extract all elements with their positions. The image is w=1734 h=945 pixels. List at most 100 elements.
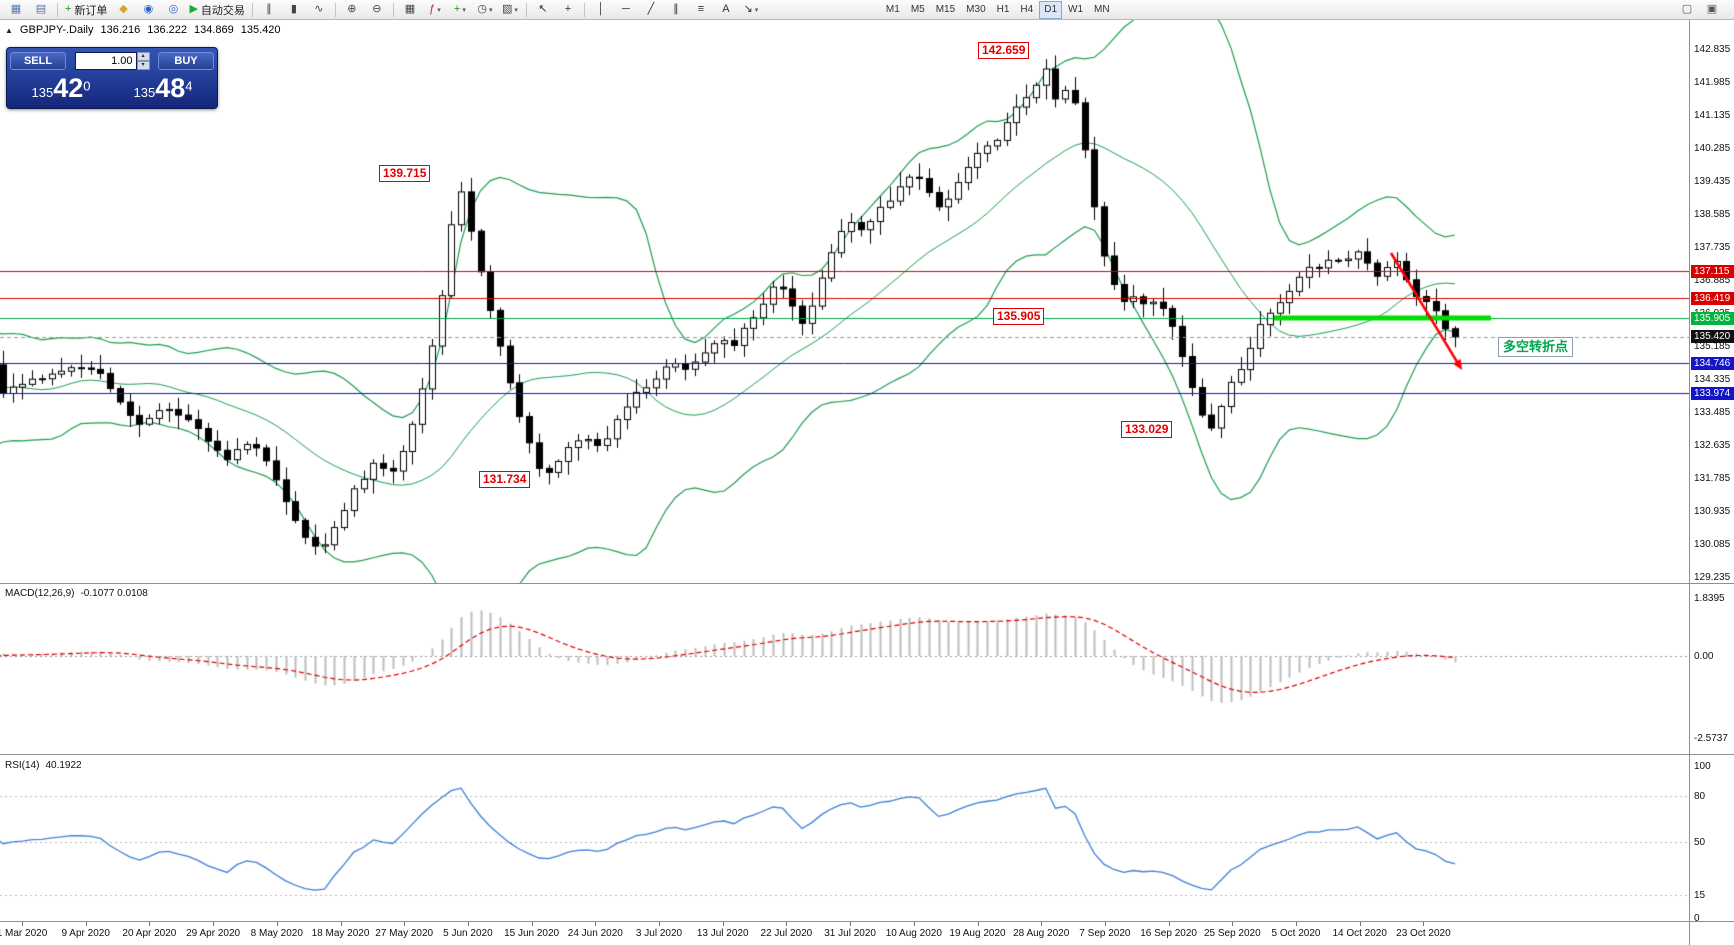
time-scale-label: 5 Jun 2020 (443, 928, 493, 939)
timeframe-h4[interactable]: H4 (1020, 4, 1034, 15)
sell-price-point: 0 (83, 78, 91, 94)
timeframe-m15[interactable]: M15 (935, 4, 956, 15)
pane-splitter-main-macd[interactable] (0, 583, 1734, 584)
toolbar-right: ▢ ▣ (1675, 0, 1724, 19)
time-axis-tick (659, 922, 660, 926)
strategy-tester-icon[interactable]: ◎ (161, 0, 185, 19)
dropdown-arrow-icon: ▾ (754, 6, 759, 14)
vertical-line-icon[interactable]: │ (589, 0, 613, 19)
rsi-pane-canvas[interactable] (0, 755, 1689, 921)
templates-icon: ▧ (501, 3, 513, 15)
timeframe-mn[interactable]: MN (1094, 4, 1110, 15)
price-scale-label: 138.585 (1694, 209, 1731, 220)
fibonacci-icon[interactable]: ≡ (689, 0, 713, 19)
trendline-icon[interactable]: ╱ (639, 0, 663, 19)
timeframe-h1[interactable]: H1 (996, 4, 1010, 15)
metaeditor-icon[interactable]: ◆ (111, 0, 135, 19)
one-click-collapse-icon[interactable]: ▲ (5, 25, 13, 35)
price-chart-canvas[interactable] (0, 20, 1689, 583)
bar-chart-icon[interactable]: ∥ (257, 0, 281, 19)
rsi-label: RSI(14) 40.1922 (5, 760, 82, 771)
time-scale-label: 23 Oct 2020 (1396, 928, 1451, 939)
time-scale-label: 16 Sep 2020 (1140, 928, 1197, 939)
new-chart-icon[interactable]: ▦ (4, 0, 28, 19)
time-axis-tick (404, 922, 406, 926)
candlestick-chart-icon[interactable]: ▮ (282, 0, 306, 19)
pane-splitter-macd-rsi[interactable] (0, 754, 1734, 755)
timeframe-w1[interactable]: W1 (1068, 4, 1084, 15)
price-tag: 135.420 (1691, 330, 1734, 344)
lot-decrease-button[interactable]: ▾ (136, 61, 150, 70)
sell-button[interactable]: SELL (10, 52, 66, 70)
vertical-line-icon: │ (597, 3, 605, 15)
indicators-icon: ƒ (429, 3, 436, 15)
lot-size-input[interactable] (74, 52, 137, 70)
sell-price[interactable]: 135420 (10, 73, 112, 104)
bar-high-value: 136.222 (147, 24, 188, 36)
price-callout-label[interactable]: 131.734 (479, 471, 531, 488)
turning-point-label[interactable]: 多空转折点 (1498, 337, 1574, 357)
macd-scale-label: -2.5737 (1694, 732, 1728, 744)
time-scale-label: 20 Apr 2020 (122, 928, 177, 939)
time-axis-tick (1296, 922, 1297, 926)
sell-price-prefix: 135 (31, 84, 54, 100)
time-axis-tick (1104, 922, 1106, 926)
price-callout-label[interactable]: 135.905 (993, 308, 1045, 325)
time-scale-label: 31 Jul 2020 (824, 928, 876, 939)
toolbar-separator (525, 2, 527, 17)
price-scale-label: 132.635 (1694, 440, 1731, 451)
price-callout-label[interactable]: 133.029 (1121, 421, 1173, 438)
buy-button[interactable]: BUY (158, 52, 214, 70)
time-scale-label: 25 Sep 2020 (1203, 928, 1261, 939)
time-scale-label: 19 Aug 2020 (949, 928, 1006, 939)
time-axis-tick (213, 922, 215, 926)
horizontal-line-icon: ─ (622, 3, 630, 15)
lot-increase-button[interactable]: ▴ (136, 52, 150, 61)
timeframe-m5[interactable]: M5 (910, 4, 925, 15)
timeframe-d1[interactable]: D1 (1039, 0, 1063, 19)
channel-icon[interactable]: ∥ (664, 0, 688, 19)
price-tag: 133.974 (1691, 386, 1734, 400)
indicators-icon[interactable]: ƒ ▾ (423, 0, 447, 19)
time-axis-tick (149, 922, 151, 926)
timeframe-m30[interactable]: M30 (966, 4, 986, 15)
macd-pane-canvas[interactable] (0, 584, 1689, 754)
time-axis-tick (1041, 922, 1043, 926)
chart-info-line: ▲ GBPJPY-.Daily 136.216 136.222 134.869 … (5, 24, 281, 36)
bar-open-value: 136.216 (100, 24, 141, 36)
dock-window-icon[interactable]: ▢ (1675, 0, 1699, 19)
tile-windows-icon[interactable]: ▦ (398, 0, 422, 19)
terminal-icon[interactable]: ◉ (136, 0, 160, 19)
periods-icon[interactable]: ◷ ▾ (473, 0, 497, 19)
profiles-icon[interactable]: ▤ (29, 0, 53, 19)
buy-price[interactable]: 135484 (112, 73, 214, 104)
time-scale-label: 29 Apr 2020 (186, 928, 241, 939)
time-axis-tick (1232, 922, 1234, 926)
horizontal-line-icon[interactable]: ─ (614, 0, 638, 19)
zoom-in-icon: ⊕ (347, 3, 357, 15)
price-callout-label[interactable]: 142.659 (978, 42, 1030, 59)
crosshair-icon[interactable]: + (556, 0, 580, 19)
cursor-icon[interactable]: ↖ (531, 0, 555, 19)
timeframe-m1[interactable]: M1 (885, 4, 900, 15)
time-axis[interactable]: 1 Mar 2020 9 Apr 2020 20 Apr 2020 29 Apr 20… (0, 922, 1689, 945)
price-axis[interactable]: 142.835 141.985 141.135 140.285 139.435 138.5… (1689, 20, 1734, 945)
arrows-icon[interactable]: ↘ ▾ (739, 0, 763, 19)
new-order-button[interactable]: + 新订单 (62, 0, 110, 19)
expand-window-icon[interactable]: ▣ (1700, 0, 1724, 19)
zoom-out-icon[interactable]: ⊖ (365, 0, 389, 19)
autotrading-button[interactable]: ▶ 自动交易 (186, 0, 247, 19)
time-scale-label: 28 Aug 2020 (1013, 928, 1070, 939)
templates-icon[interactable]: ▧ ▾ (498, 0, 522, 19)
text-label-icon[interactable]: A (714, 0, 738, 19)
time-axis-tick (1423, 922, 1425, 926)
expand-window-icon: ▣ (1706, 3, 1718, 15)
zoom-in-icon[interactable]: ⊕ (340, 0, 364, 19)
line-chart-icon[interactable]: ∿ (307, 0, 331, 19)
fibonacci-icon: ≡ (697, 3, 705, 15)
time-axis-tick (467, 922, 469, 926)
price-scale-label: 136.885 (1694, 275, 1731, 286)
price-scale-label: 131.785 (1694, 473, 1731, 484)
price-callout-label[interactable]: 139.715 (379, 165, 431, 182)
add-indicator-icon[interactable]: + ▾ (448, 0, 472, 19)
